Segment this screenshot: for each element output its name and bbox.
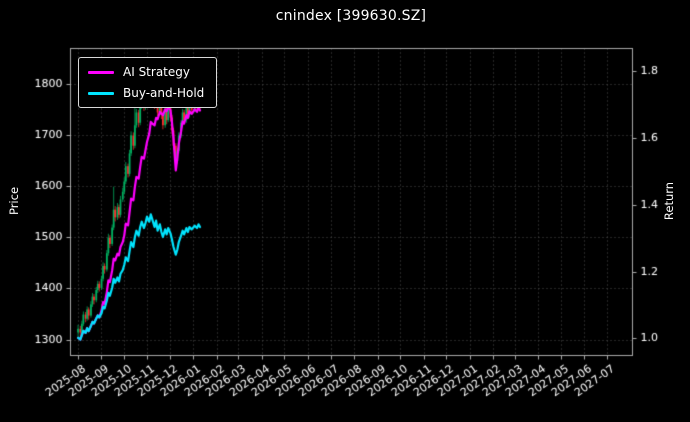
left-axis-label: Price <box>7 186 21 216</box>
legend-item-ai-strategy: AI Strategy <box>88 64 204 80</box>
right-axis-label: Return <box>662 181 676 221</box>
buy-and-hold-line-swatch <box>88 91 114 95</box>
chart-title: cnindex [399630.SZ] <box>275 8 427 24</box>
legend-label-buy-and-hold: Buy-and-Hold <box>123 86 205 100</box>
legend-item-buy-and-hold: Buy-and-Hold <box>88 85 204 101</box>
legend: AI Strategy Buy-and-Hold <box>78 57 218 108</box>
ai-strategy-line-swatch <box>88 70 114 74</box>
legend-label-ai-strategy: AI Strategy <box>123 65 190 79</box>
